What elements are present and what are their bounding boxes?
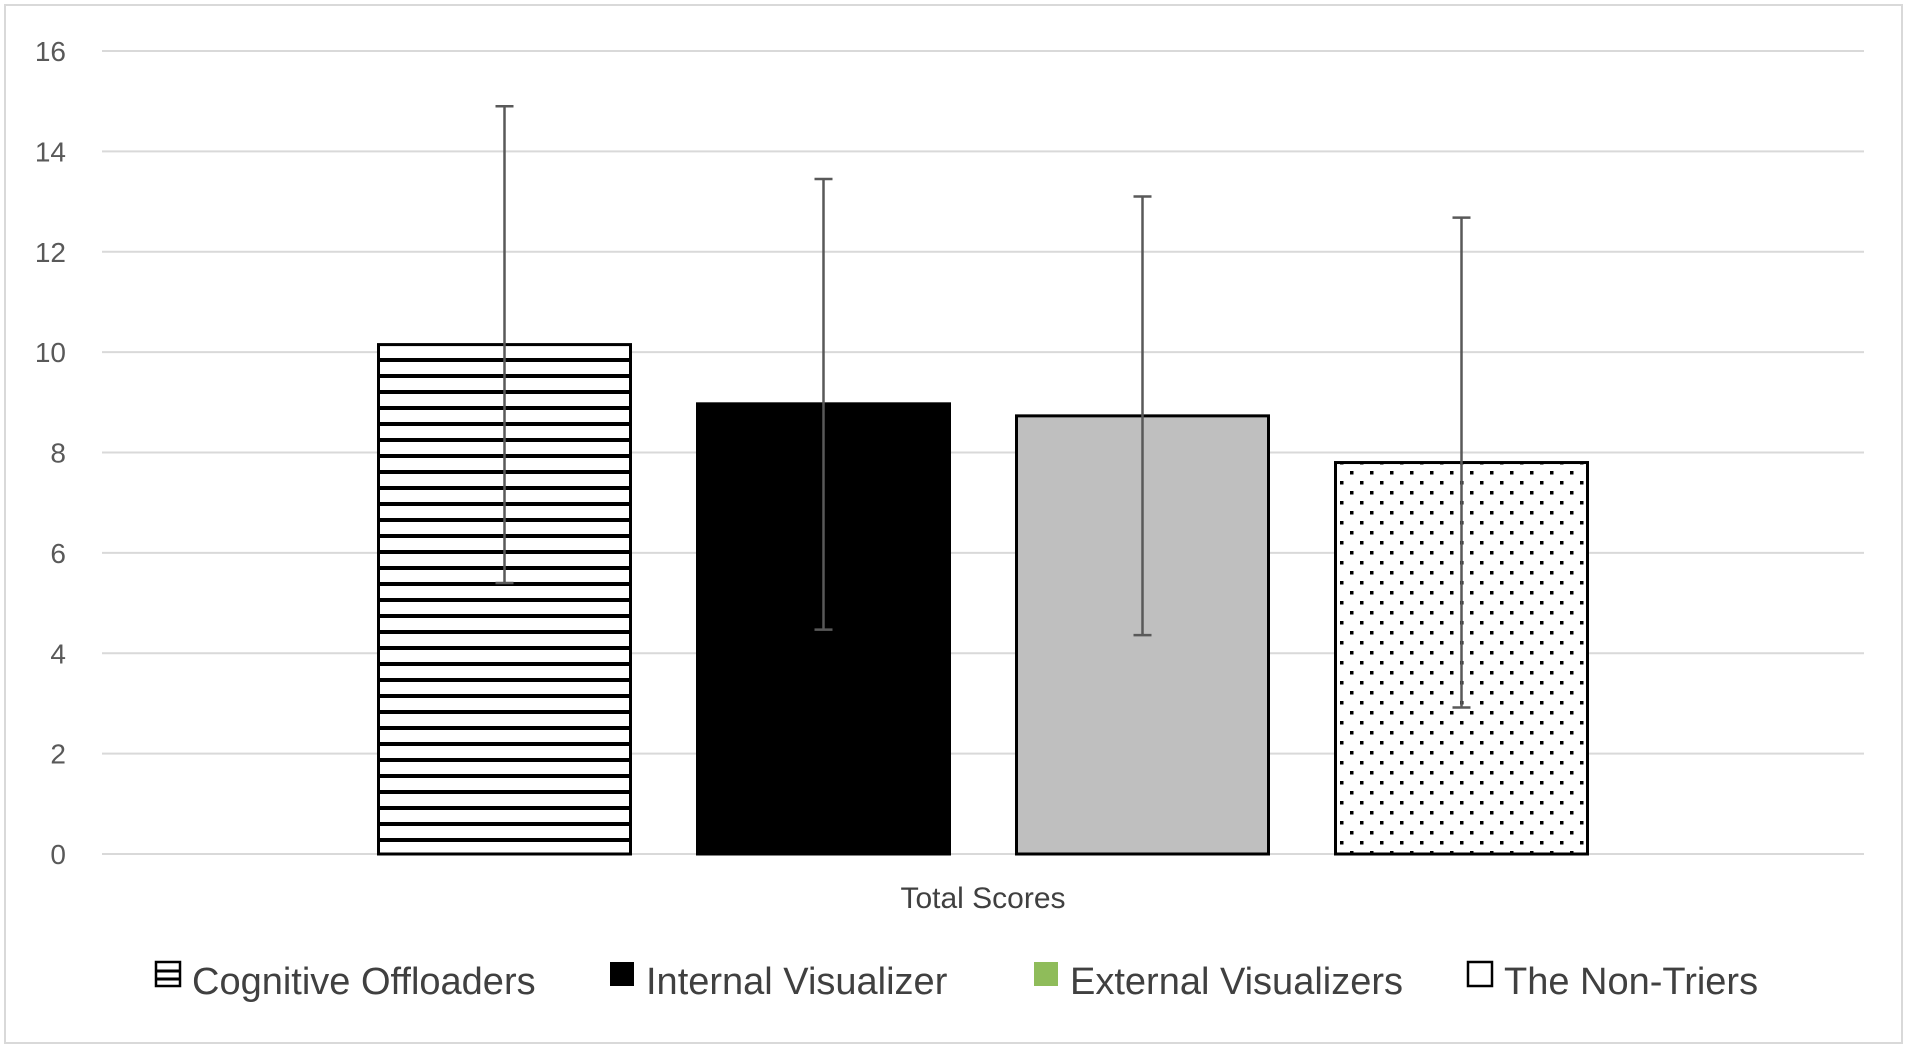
gridlines: [102, 50, 1864, 855]
legend-label-cognitive-offloaders: Cognitive Offloaders: [192, 961, 536, 1003]
y-tick-label: 6: [50, 538, 66, 569]
error-bar-cognitive-offloaders: [495, 104, 514, 585]
y-tick-label: 8: [50, 438, 66, 469]
y-tick-label: 14: [35, 136, 66, 167]
legend-swatch-internal-visualizer: [610, 962, 634, 986]
error-bar-internal-visualizer: [814, 177, 833, 631]
legend: Cognitive Offloaders Internal Visualizer E…: [154, 960, 1758, 1003]
y-axis-ticks: 0 2 4 6 8 10 12 14 16: [35, 36, 66, 870]
error-bar-external-visualizers: [1133, 195, 1152, 637]
bar-chart: 0 2 4 6 8 10 12 14 16 Total Scores Cognitive Off…: [35, 36, 1864, 1003]
bars: [377, 343, 1589, 856]
legend-item-the-non-triers: The Non-Triers: [1466, 960, 1758, 1003]
y-tick-label: 16: [35, 36, 66, 67]
legend-label-external-visualizers: External Visualizers: [1070, 961, 1403, 1003]
legend-swatch-cognitive-offloaders: [154, 960, 182, 988]
y-tick-label: 2: [50, 739, 66, 770]
chart-frame: 0 2 4 6 8 10 12 14 16 Total Scores Cognitive Off…: [4, 4, 1903, 1044]
error-bar-the-non-triers: [1452, 216, 1471, 709]
y-tick-label: 4: [50, 638, 66, 669]
legend-swatch-the-non-triers: [1466, 960, 1494, 988]
legend-swatch-external-visualizers: [1034, 962, 1058, 986]
legend-label-the-non-triers: The Non-Triers: [1504, 961, 1758, 1003]
legend-item-external-visualizers: External Visualizers: [1034, 961, 1403, 1003]
legend-label-internal-visualizer: Internal Visualizer: [646, 961, 948, 1003]
legend-item-cognitive-offloaders: Cognitive Offloaders: [154, 960, 536, 1003]
error-bars: [495, 104, 1471, 709]
y-tick-label: 12: [35, 237, 66, 268]
y-tick-label: 10: [35, 337, 66, 368]
x-axis-label: Total Scores: [900, 882, 1065, 915]
legend-item-internal-visualizer: Internal Visualizer: [610, 961, 948, 1003]
y-tick-label: 0: [50, 839, 66, 870]
